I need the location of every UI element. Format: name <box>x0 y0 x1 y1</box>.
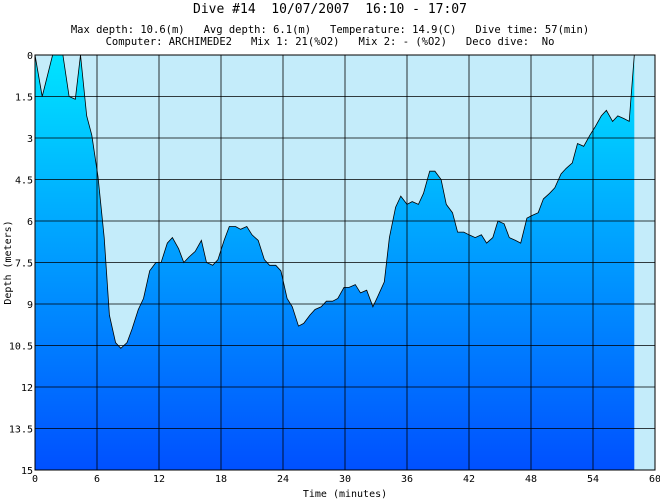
y-tick-label-6: 9 <box>27 300 33 311</box>
y-tick-label-8: 12 <box>21 383 33 394</box>
y-tick-label-10: 15 <box>21 466 33 477</box>
x-tick-label-7: 42 <box>463 474 475 485</box>
y-tick-label-4: 6 <box>27 217 33 228</box>
plot-border <box>34 54 656 471</box>
x-tick-label-9: 54 <box>587 474 599 485</box>
x-tick-labels: 0 6 12 18 24 30 36 42 48 54 60 <box>32 474 660 485</box>
x-tick-label-5: 30 <box>339 474 351 485</box>
chart-title: Dive #14 10/07/2007 16:10 - 17:07 <box>193 2 467 17</box>
x-tick-label-0: 0 <box>32 474 38 485</box>
y-tick-label-3: 4.5 <box>15 176 33 187</box>
y-tick-labels: 0 1.5 3 4.5 6 7.5 9 10.5 12 13.5 15 <box>9 51 33 477</box>
x-tick-label-10: 60 <box>649 474 660 485</box>
x-tick-label-6: 36 <box>401 474 413 485</box>
x-tick-label-3: 18 <box>215 474 227 485</box>
y-tick-label-5: 7.5 <box>15 259 33 270</box>
y-tick-label-0: 0 <box>27 51 33 62</box>
x-tick-label-2: 12 <box>153 474 165 485</box>
y-tick-label-7: 10.5 <box>9 342 33 353</box>
y-tick-label-2: 3 <box>27 134 33 145</box>
y-tick-label-1: 1.5 <box>15 93 33 104</box>
x-tick-label-4: 24 <box>277 474 289 485</box>
y-tick-label-9: 13.5 <box>9 425 33 436</box>
x-axis-label: Time (minutes) <box>303 489 387 500</box>
depth-area <box>35 55 635 470</box>
dive-summary-line-2: Computer: ARCHIMEDE2 Mix 1: 21(%O2) Mix … <box>105 36 555 48</box>
x-tick-label-8: 48 <box>525 474 537 485</box>
depth-profile-line <box>34 54 635 349</box>
dive-summary-line-1: Max depth: 10.6(m) Avg depth: 6.1(m) Tem… <box>70 24 590 36</box>
x-tick-label-1: 6 <box>94 474 100 485</box>
y-axis-label: Depth (meters) <box>3 220 14 304</box>
